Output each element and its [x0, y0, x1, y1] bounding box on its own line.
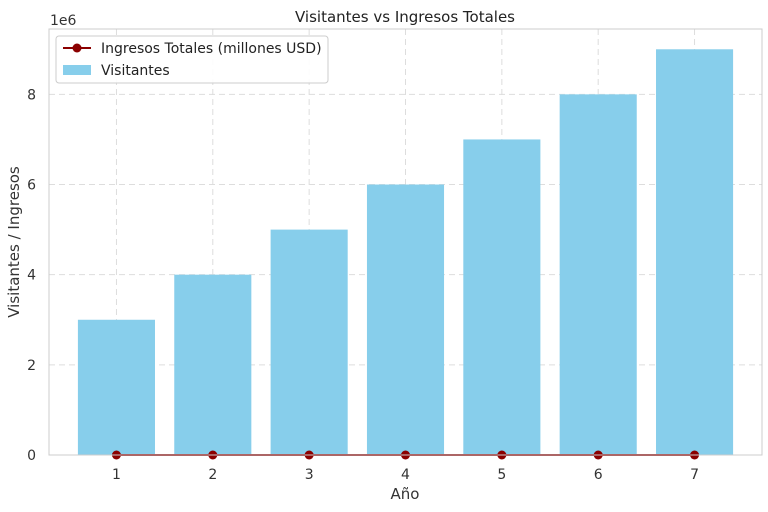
bars: [77, 49, 734, 456]
y-tick-label-2: 4: [27, 268, 36, 284]
bar-1: [77, 319, 155, 455]
y-tick-label-0: 0: [27, 448, 36, 464]
legend: Ingresos Totales (millones USD) Visitant…: [55, 35, 329, 84]
y-ticks: 0 2 4 6 8: [27, 87, 36, 464]
y-tick-label-4: 8: [27, 87, 36, 103]
bar-4: [366, 184, 445, 455]
bar-7: [656, 49, 734, 456]
x-tick-label-3: 3: [305, 467, 314, 483]
legend-box: [55, 35, 329, 84]
plot-frame: [48, 28, 763, 456]
bar-2: [174, 274, 252, 455]
x-tick-label-2: 2: [208, 467, 217, 483]
x-axis-label: Año: [391, 485, 420, 503]
bar-5: [463, 139, 541, 455]
x-tick-label-1: 1: [112, 467, 121, 483]
x-tick-label-4: 4: [401, 467, 410, 483]
y-multiplier-label: 1e6: [50, 13, 77, 29]
x-tick-label-5: 5: [497, 467, 506, 483]
y-tick-label-3: 6: [27, 178, 36, 194]
y-tick-label-1: 2: [27, 358, 36, 374]
bar-6: [559, 94, 637, 455]
y-axis-label: Visitantes / Ingresos: [5, 166, 23, 318]
legend-label-ingresos: Ingresos Totales (millones USD): [101, 41, 322, 57]
x-tick-label-7: 7: [690, 467, 699, 483]
bar-3: [270, 229, 348, 455]
x-tick-label-6: 6: [594, 467, 603, 483]
legend-bar-swatch: [63, 65, 91, 75]
legend-line-marker: [72, 43, 82, 53]
chart-title: Visitantes vs Ingresos Totales: [295, 8, 515, 26]
x-ticks: 1 2 3 4 5 6 7: [112, 467, 699, 483]
legend-label-visitantes: Visitantes: [101, 63, 170, 79]
